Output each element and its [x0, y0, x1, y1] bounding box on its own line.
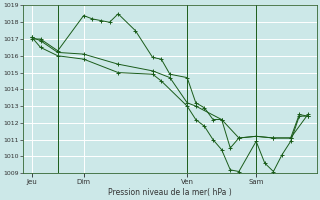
X-axis label: Pression niveau de la mer( hPa ): Pression niveau de la mer( hPa ): [108, 188, 232, 197]
